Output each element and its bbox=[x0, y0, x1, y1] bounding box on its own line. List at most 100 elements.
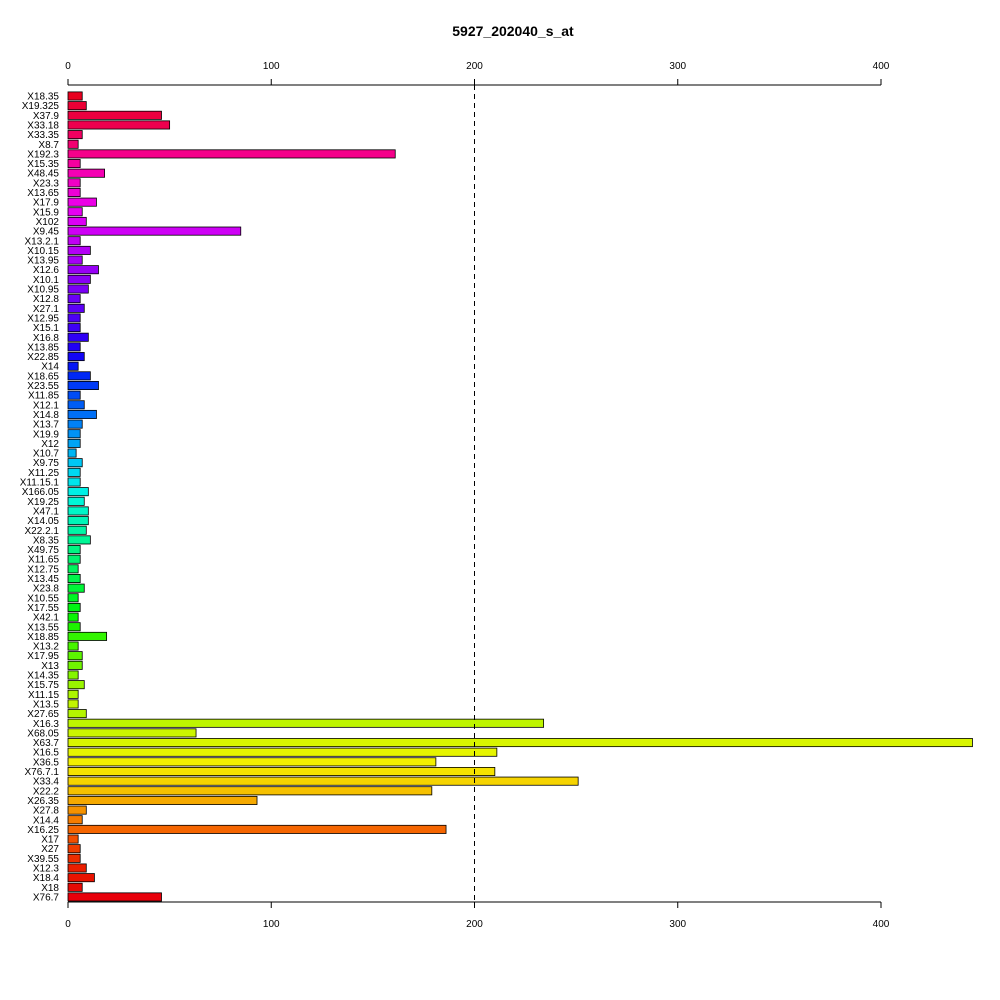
category-label: X22.85 bbox=[27, 352, 59, 363]
bar bbox=[67, 709, 87, 719]
bar bbox=[67, 583, 85, 593]
bar bbox=[67, 380, 99, 390]
bar bbox=[67, 303, 85, 313]
category-label: X10.55 bbox=[27, 593, 59, 604]
category-label: X27 bbox=[41, 844, 59, 855]
bar bbox=[67, 767, 496, 777]
category-label: X13.65 bbox=[27, 188, 59, 199]
bar bbox=[67, 882, 83, 892]
bar bbox=[67, 680, 85, 690]
bar bbox=[67, 419, 83, 429]
category-label: X10.7 bbox=[33, 449, 60, 460]
bar bbox=[67, 554, 81, 564]
category-label: X10.1 bbox=[33, 275, 60, 286]
category-label: X13.2.1 bbox=[25, 236, 60, 247]
bar bbox=[67, 130, 83, 140]
category-label: X13.2 bbox=[33, 642, 60, 653]
category-label: X17 bbox=[41, 835, 59, 846]
category-label: X16.3 bbox=[33, 719, 60, 730]
bar bbox=[67, 670, 79, 680]
bar bbox=[67, 612, 79, 622]
bar bbox=[67, 631, 108, 641]
category-label: X13.7 bbox=[33, 420, 60, 431]
bar bbox=[67, 545, 81, 555]
bar bbox=[67, 892, 162, 902]
bar bbox=[67, 805, 87, 815]
bar bbox=[67, 467, 81, 477]
category-label: X19.9 bbox=[33, 429, 60, 440]
bar bbox=[67, 236, 81, 246]
category-label: X13.85 bbox=[27, 342, 59, 353]
bar bbox=[67, 795, 258, 805]
category-label: X33.18 bbox=[27, 120, 59, 131]
category-label: X192.3 bbox=[27, 149, 59, 160]
bar bbox=[67, 496, 85, 506]
bar bbox=[67, 747, 498, 757]
bar bbox=[67, 844, 81, 854]
top-tick-label: 300 bbox=[669, 61, 686, 72]
category-label: X49.75 bbox=[27, 545, 59, 556]
category-label: X13.45 bbox=[27, 574, 59, 585]
category-label: X27.65 bbox=[27, 709, 59, 720]
category-label: X12.1 bbox=[33, 400, 60, 411]
bottom-tick-label: 300 bbox=[669, 919, 686, 930]
bar bbox=[67, 332, 89, 342]
bar bbox=[67, 187, 81, 197]
category-label: X17.95 bbox=[27, 651, 59, 662]
bar bbox=[67, 178, 81, 188]
category-label: X18 bbox=[41, 883, 59, 894]
bar bbox=[67, 265, 99, 275]
category-label: X8.35 bbox=[33, 535, 60, 546]
category-label: X39.55 bbox=[27, 854, 59, 865]
category-label: X102 bbox=[36, 217, 60, 228]
category-label: X19.325 bbox=[22, 101, 60, 112]
bar bbox=[67, 757, 437, 767]
category-label: X26.35 bbox=[27, 796, 59, 807]
category-label: X12 bbox=[41, 439, 59, 450]
category-label: X13.5 bbox=[33, 699, 60, 710]
category-label: X11.25 bbox=[28, 468, 59, 479]
bar bbox=[67, 255, 83, 265]
bar bbox=[67, 216, 87, 226]
bottom-tick-label: 400 bbox=[873, 919, 890, 930]
category-label: X14.05 bbox=[27, 516, 59, 527]
category-label: X18.85 bbox=[27, 632, 59, 643]
bar bbox=[67, 622, 81, 632]
category-label: X33.4 bbox=[33, 777, 60, 788]
category-label: X13.55 bbox=[27, 622, 59, 633]
category-label: X48.45 bbox=[27, 169, 59, 180]
bars-group bbox=[67, 91, 973, 902]
category-label: X27.8 bbox=[33, 806, 60, 817]
top-tick-label: 100 bbox=[263, 61, 280, 72]
bar bbox=[67, 873, 95, 883]
category-label: X15.1 bbox=[33, 323, 60, 334]
bar bbox=[67, 274, 91, 284]
bar bbox=[67, 487, 89, 497]
category-label: X16.5 bbox=[33, 748, 60, 759]
category-label: X33.35 bbox=[27, 130, 59, 141]
category-label: X22.2 bbox=[33, 786, 60, 797]
bar bbox=[67, 506, 89, 516]
category-label: X23.3 bbox=[33, 178, 60, 189]
category-label: X17.9 bbox=[33, 198, 60, 209]
category-label: X14.4 bbox=[33, 815, 60, 826]
top-tick-label: 400 bbox=[873, 61, 890, 72]
bar bbox=[67, 149, 396, 159]
bar bbox=[67, 458, 83, 468]
bar bbox=[67, 197, 97, 207]
bottom-axis: 0 100 200 300 400 bbox=[65, 901, 890, 930]
bar bbox=[67, 853, 81, 863]
bar bbox=[67, 574, 81, 584]
category-label: X11.85 bbox=[28, 391, 59, 402]
category-label: X12.95 bbox=[27, 313, 59, 324]
category-label: X9.45 bbox=[33, 227, 60, 238]
category-label: X22.2.1 bbox=[25, 526, 60, 537]
bar bbox=[67, 786, 433, 796]
category-label: X76.7 bbox=[33, 892, 60, 903]
bar bbox=[67, 245, 91, 255]
category-label: X15.35 bbox=[27, 159, 59, 170]
category-label: X15.9 bbox=[33, 207, 60, 218]
bar bbox=[67, 824, 447, 834]
bar bbox=[67, 294, 81, 304]
